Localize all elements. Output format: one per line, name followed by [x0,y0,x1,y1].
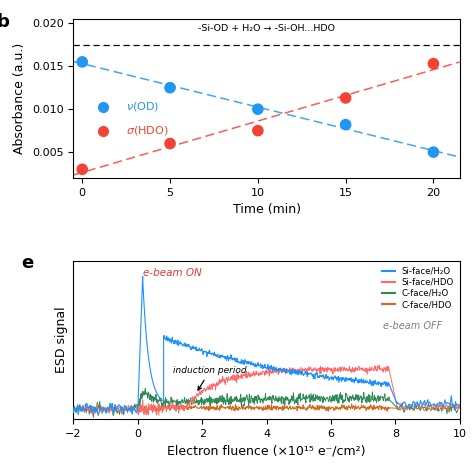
Point [79,58,86,66]
Point [342,121,349,128]
Text: b: b [0,13,9,31]
Text: e-beam ON: e-beam ON [143,268,202,279]
Text: $\nu$(OD): $\nu$(OD) [126,100,159,113]
Text: induction period: induction period [173,366,247,390]
Text: e-beam OFF: e-beam OFF [383,321,442,331]
Y-axis label: Absorbance (a.u.): Absorbance (a.u.) [13,43,27,154]
Point [254,127,262,135]
Point [166,84,174,91]
X-axis label: Time (min): Time (min) [233,203,301,216]
Text: e: e [21,254,34,272]
Legend: Si-face/H₂O, Si-face/HDO, C-face/H₂O, C-face/HDO: Si-face/H₂O, Si-face/HDO, C-face/H₂O, C-… [380,265,456,311]
Point [429,148,437,156]
Point [254,105,262,113]
Y-axis label: ESD signal: ESD signal [55,307,68,374]
Text: -Si-OD + H₂O → -Si-OH...HDO: -Si-OD + H₂O → -Si-OH...HDO [198,24,335,33]
Point [79,165,86,173]
X-axis label: Electron fluence (×10¹⁵ e⁻/cm²): Electron fluence (×10¹⁵ e⁻/cm²) [167,445,366,458]
Point [429,60,437,67]
Text: $\sigma$(HDO): $\sigma$(HDO) [126,124,169,137]
Point [342,94,349,102]
Point [166,140,174,147]
